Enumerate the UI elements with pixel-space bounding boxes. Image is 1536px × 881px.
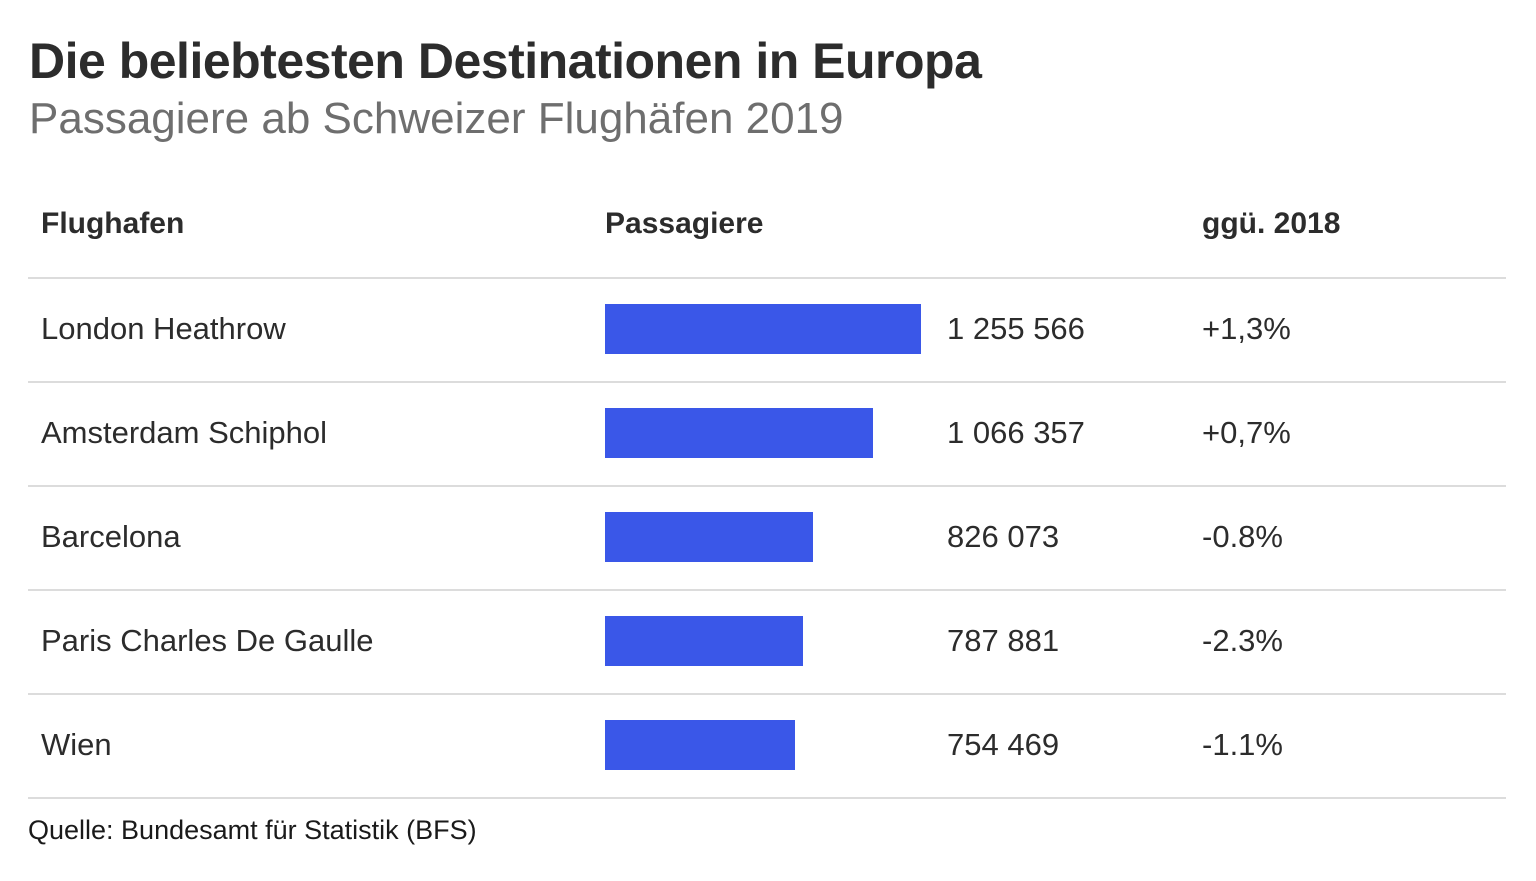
airport-name: Amsterdam Schiphol — [41, 415, 328, 450]
passenger-count: 754 469 — [947, 727, 1060, 762]
table-row: Amsterdam Schiphol 1 066 357 +0,7% — [0, 383, 1536, 487]
table-row: Paris Charles De Gaulle 787 881 -2.3% — [0, 591, 1536, 695]
table-row: London Heathrow 1 255 566 +1,3% — [0, 279, 1536, 383]
table-row: Barcelona 826 073 -0.8% — [0, 487, 1536, 591]
airport-name: Wien — [41, 727, 112, 762]
passenger-count: 1 255 566 — [947, 311, 1085, 346]
row-divider — [28, 693, 1506, 695]
row-divider — [28, 797, 1506, 799]
change-value: -1.1% — [1202, 727, 1283, 762]
change-value: +1,3% — [1202, 311, 1291, 346]
header-passagiere: Passagiere — [605, 207, 764, 240]
source-note: Quelle: Bundesamt für Statistik (BFS) — [28, 815, 477, 845]
table-row: Wien 754 469 -1.1% — [0, 695, 1536, 799]
change-value: -0.8% — [1202, 519, 1283, 554]
chart-subtitle: Passagiere ab Schweizer Flughäfen 2019 — [29, 94, 844, 143]
header-flughafen: Flughafen — [41, 207, 185, 240]
passenger-count: 1 066 357 — [947, 415, 1085, 450]
passenger-bar — [605, 720, 795, 770]
airport-name: London Heathrow — [41, 311, 286, 346]
change-value: -2.3% — [1202, 623, 1283, 658]
passenger-bar — [605, 512, 813, 562]
passenger-count: 826 073 — [947, 519, 1060, 554]
row-divider — [28, 485, 1506, 487]
header-change: ggü. 2018 — [1202, 207, 1341, 240]
passenger-bar — [605, 616, 803, 666]
header-rule — [28, 277, 1506, 279]
row-divider — [28, 381, 1506, 383]
airport-name: Barcelona — [41, 519, 181, 554]
airport-name: Paris Charles De Gaulle — [41, 623, 374, 658]
row-divider — [28, 589, 1506, 591]
passenger-count: 787 881 — [947, 623, 1060, 658]
change-value: +0,7% — [1202, 415, 1291, 450]
passenger-bar — [605, 304, 921, 354]
passenger-bar — [605, 408, 873, 458]
chart-title: Die beliebtesten Destinationen in Europa — [29, 33, 982, 89]
